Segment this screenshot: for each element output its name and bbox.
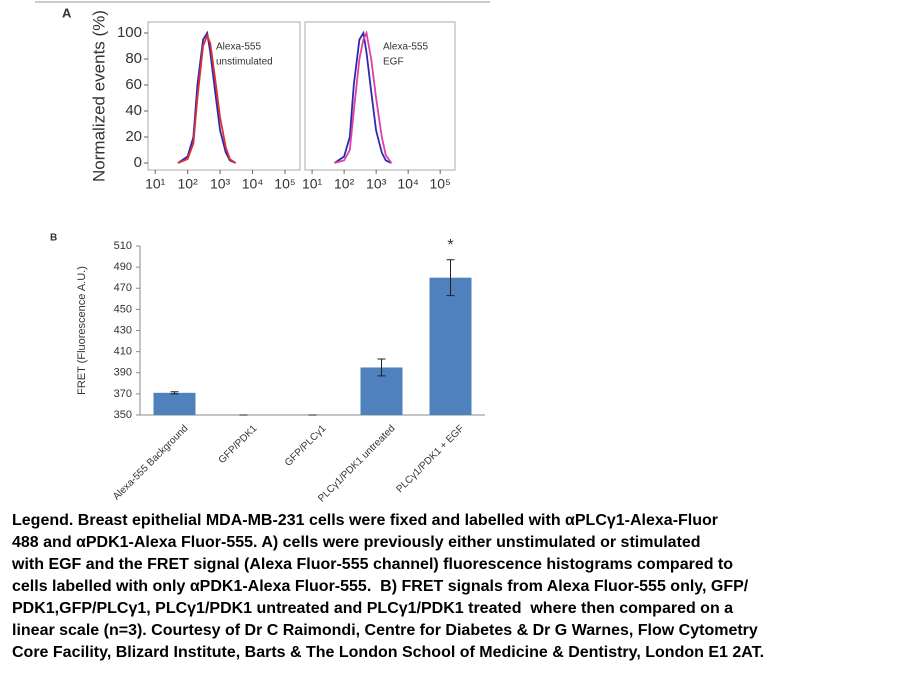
histogram-line [177,33,237,164]
y-tick-label: 490 [114,261,132,273]
y-tick-label: 410 [114,346,132,358]
x-tick-label: Alexa-555 Background [111,423,190,502]
histogram-line [333,30,392,164]
x-tick-label: 10⁴ [397,176,419,192]
legend-entry: EGF [383,57,404,68]
x-tick-label: 10³ [366,176,387,192]
legend-line: Core Facility, Blizard Institute, Barts … [12,644,765,661]
legend-line: cells labelled with only αPDK1-Alexa Flu… [12,578,749,595]
y-tick-label: 430 [114,324,132,336]
bar [153,392,196,415]
legend-line: with EGF and the FRET signal (Alexa Fluo… [12,556,734,573]
x-tick-label: GFP/PLCγ1 [283,423,329,469]
legend-line: PDK1,GFP/PLCγ1, PLCγ1/PDK1 untreated and… [12,600,734,617]
y-tick-label: 450 [114,303,132,315]
x-tick-label: 10² [334,176,355,192]
panel-label: B [50,233,57,244]
y-tick-label: 60 [125,76,142,93]
plot-frame [304,21,456,171]
legend-entry: unstimulated [216,57,273,68]
y-tick-label: 390 [114,367,132,379]
x-tick-label: 10⁵ [429,176,450,192]
y-tick-label: 510 [114,240,132,252]
legend-line: linear scale (n=3). Courtesy of Dr C Rai… [12,622,758,639]
panel-label: A [62,5,72,20]
legend-line: 488 and αPDK1-Alexa Fluor-555. A) cells … [12,534,701,551]
x-tick-label: 10² [178,176,199,192]
histogram-line [177,30,236,164]
y-tick-label: 350 [114,409,132,421]
y-tick-label: 100 [117,24,142,41]
y-tick-label: 20 [125,128,142,145]
bar [429,277,472,415]
x-tick-label: 10¹ [302,176,323,192]
x-tick-label: 10³ [210,176,231,192]
x-tick-label: PLCγ1/PDK1 + EGF [394,423,466,495]
y-tick-label: 40 [125,102,142,119]
y-tick-label: 0 [134,154,142,171]
legend-line: Legend. Breast epithelial MDA-MB-231 cel… [12,512,719,529]
legend-text: Legend. Breast epithelial MDA-MB-231 cel… [12,510,902,664]
significance-mark: * [447,237,453,254]
legend-entry: Alexa-555 [383,42,428,53]
x-tick-label: 10¹ [145,176,166,192]
y-tick-label: 470 [114,282,132,294]
error-bar [377,358,386,377]
x-tick-label: PLCγ1/PDK1 untreated [316,423,397,504]
y-axis-label: FRET (Fluorescence A.U.) [76,266,88,395]
y-axis-label: Normalized events (%) [89,10,108,182]
error-bar [446,259,455,297]
x-tick-label: GFP/PDK1 [217,423,260,466]
legend-entry: Alexa-555 [216,42,261,53]
x-tick-label: 10⁵ [274,176,295,192]
plot-frame [147,21,301,171]
figure: A Normalized events (%) 0 20 40 60 80 100 10¹ 10²… [35,1,490,504]
histogram-line [334,30,393,164]
y-tick-label: 80 [125,50,142,67]
y-tick-label: 370 [114,388,132,400]
error-bar [170,391,179,395]
x-tick-label: 10⁴ [242,176,264,192]
